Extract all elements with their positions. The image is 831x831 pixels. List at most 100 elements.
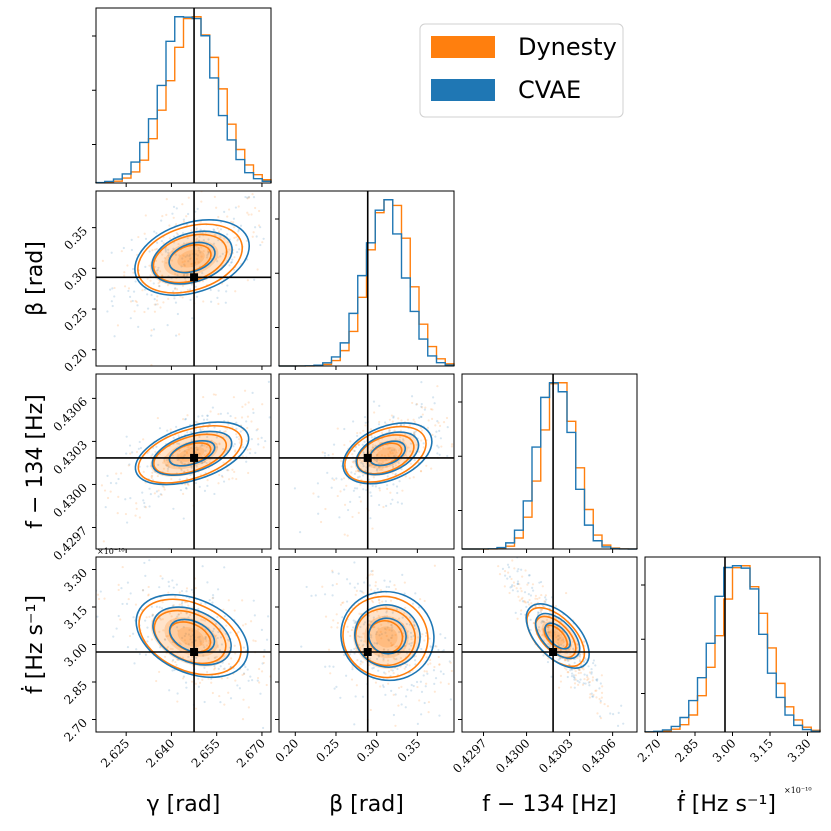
scatter-point xyxy=(230,657,233,660)
scatter-point xyxy=(436,452,439,455)
scatter-point xyxy=(230,261,233,264)
scatter-point xyxy=(183,601,187,604)
scatter-point xyxy=(314,594,317,597)
histogram-fdot-cvae xyxy=(644,565,821,733)
scatter-point xyxy=(433,690,436,693)
scatter-point xyxy=(207,422,211,426)
x-axis-label-beta: β [rad] xyxy=(329,792,404,817)
y-tick-label-fdot: 3.15 xyxy=(61,603,90,632)
scatter-point xyxy=(572,648,575,651)
scatter-point xyxy=(276,296,278,298)
scatter-point xyxy=(251,391,254,394)
scatter-point xyxy=(312,492,315,495)
scatter-point xyxy=(504,517,506,519)
scatter-point xyxy=(127,289,130,293)
scatter-point xyxy=(246,448,249,451)
scatter-point xyxy=(393,449,396,452)
scatter-point xyxy=(227,469,230,472)
scatter-point xyxy=(216,646,219,649)
scatter-point xyxy=(196,254,199,257)
scatter-point xyxy=(200,200,203,203)
scatter-point xyxy=(242,672,246,675)
scatter-point xyxy=(263,648,266,652)
scatter-point xyxy=(213,656,216,660)
scatter-point xyxy=(572,675,575,679)
scatter-point xyxy=(249,620,253,623)
scatter-point xyxy=(79,291,81,293)
scatter-point xyxy=(353,621,356,625)
scatter-point xyxy=(132,632,135,635)
scatter-point xyxy=(195,227,198,230)
scatter-point xyxy=(204,636,207,639)
scatter-point xyxy=(506,577,509,580)
scatter-point xyxy=(236,250,239,254)
scatter-point xyxy=(431,408,434,411)
scatter-point xyxy=(574,674,577,677)
scatter-point xyxy=(401,573,404,576)
scatter-point xyxy=(374,485,377,488)
scatter-point xyxy=(251,193,254,196)
scatter-point xyxy=(262,726,265,730)
scatter-point xyxy=(207,251,210,254)
scatter-point xyxy=(152,282,155,285)
scatter-point xyxy=(189,257,192,261)
scatter-point xyxy=(358,635,361,639)
scatter-point xyxy=(351,453,354,456)
scatter-point xyxy=(537,628,540,631)
scatter-point xyxy=(222,461,225,464)
scatter-point xyxy=(135,300,138,304)
scatter-point xyxy=(165,198,168,201)
scatter-point xyxy=(394,438,397,441)
x-tick-label-fdot: 3.00 xyxy=(710,736,739,765)
scatter-point xyxy=(375,469,378,472)
scatter-point xyxy=(542,620,545,623)
scatter-point xyxy=(557,638,560,641)
scatter-point xyxy=(342,546,344,548)
scatter-point xyxy=(144,265,147,268)
scatter-point xyxy=(321,451,324,454)
scatter-point xyxy=(200,618,203,621)
scatter-point xyxy=(187,483,190,487)
scatter-point xyxy=(433,564,436,567)
scatter-point xyxy=(99,590,102,593)
truth-marker xyxy=(363,648,372,656)
scatter-point xyxy=(379,442,382,445)
scatter-point xyxy=(218,473,221,477)
scatter-point xyxy=(563,640,566,643)
scatter-point xyxy=(572,674,575,677)
scatter-point xyxy=(547,626,550,629)
scatter-point xyxy=(274,405,276,407)
scatter-point xyxy=(231,258,234,261)
scatter-point xyxy=(376,453,379,456)
scatter-point xyxy=(403,423,406,426)
scatter-point xyxy=(249,675,252,678)
scatter-point xyxy=(548,634,551,637)
scatter-point xyxy=(393,658,396,661)
y-tick-label-beta: 0.25 xyxy=(61,305,90,334)
scatter-point xyxy=(283,405,285,407)
scatter-point xyxy=(381,654,384,657)
histogram-f-dynesty xyxy=(462,382,638,550)
scatter-point xyxy=(438,714,441,717)
scatter-point xyxy=(592,659,596,662)
scatter-point xyxy=(244,623,247,626)
scatter-point xyxy=(414,663,417,666)
scatter-point xyxy=(187,448,190,451)
scatter-point xyxy=(176,312,179,316)
scatter-point xyxy=(157,489,160,492)
contour-dynesty-2 xyxy=(137,223,244,294)
scatter-point xyxy=(203,444,206,447)
scatter-point xyxy=(353,647,356,650)
scatter-point xyxy=(351,666,354,669)
scatter-point xyxy=(145,541,147,543)
y-tick-label-beta: 0.20 xyxy=(61,346,90,375)
scatter-point xyxy=(329,672,332,675)
scatter-point xyxy=(554,604,557,608)
scatter-point xyxy=(183,263,186,266)
scatter-point xyxy=(218,443,221,446)
x-tick-label-gamma: 2.625 xyxy=(98,736,132,770)
scatter-point xyxy=(247,195,251,199)
scatter-point xyxy=(161,577,164,580)
scatter-point xyxy=(248,452,252,455)
scatter-point xyxy=(616,724,620,727)
